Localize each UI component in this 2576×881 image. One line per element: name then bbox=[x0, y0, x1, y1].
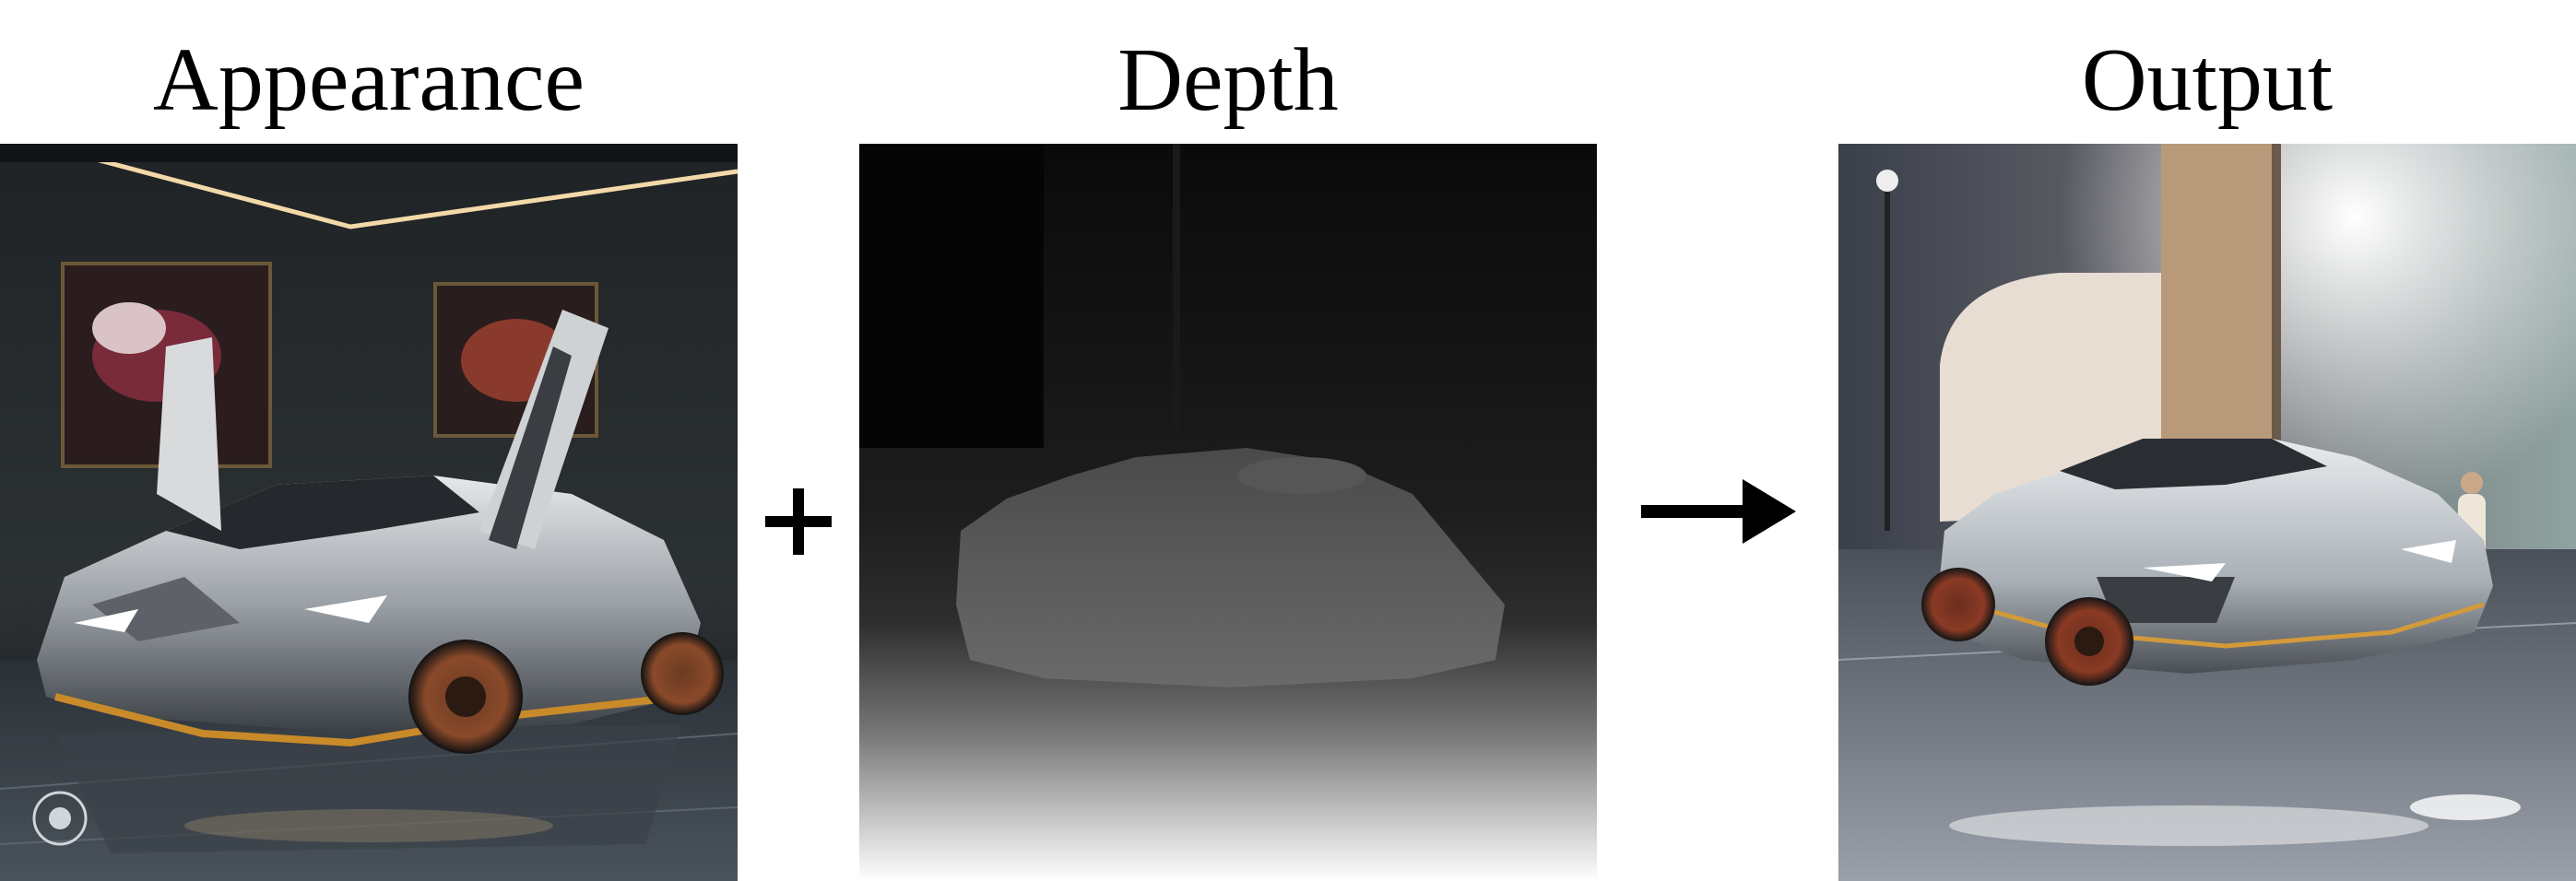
depth-image bbox=[859, 144, 1597, 881]
right-arrow-icon bbox=[1641, 479, 1796, 544]
depth-label: Depth bbox=[1117, 30, 1339, 130]
plus-icon bbox=[765, 488, 832, 555]
output-label: Output bbox=[2081, 30, 2334, 130]
appearance-image bbox=[0, 144, 738, 881]
appearance-label: Appearance bbox=[153, 30, 585, 130]
output-image bbox=[1838, 144, 2576, 881]
